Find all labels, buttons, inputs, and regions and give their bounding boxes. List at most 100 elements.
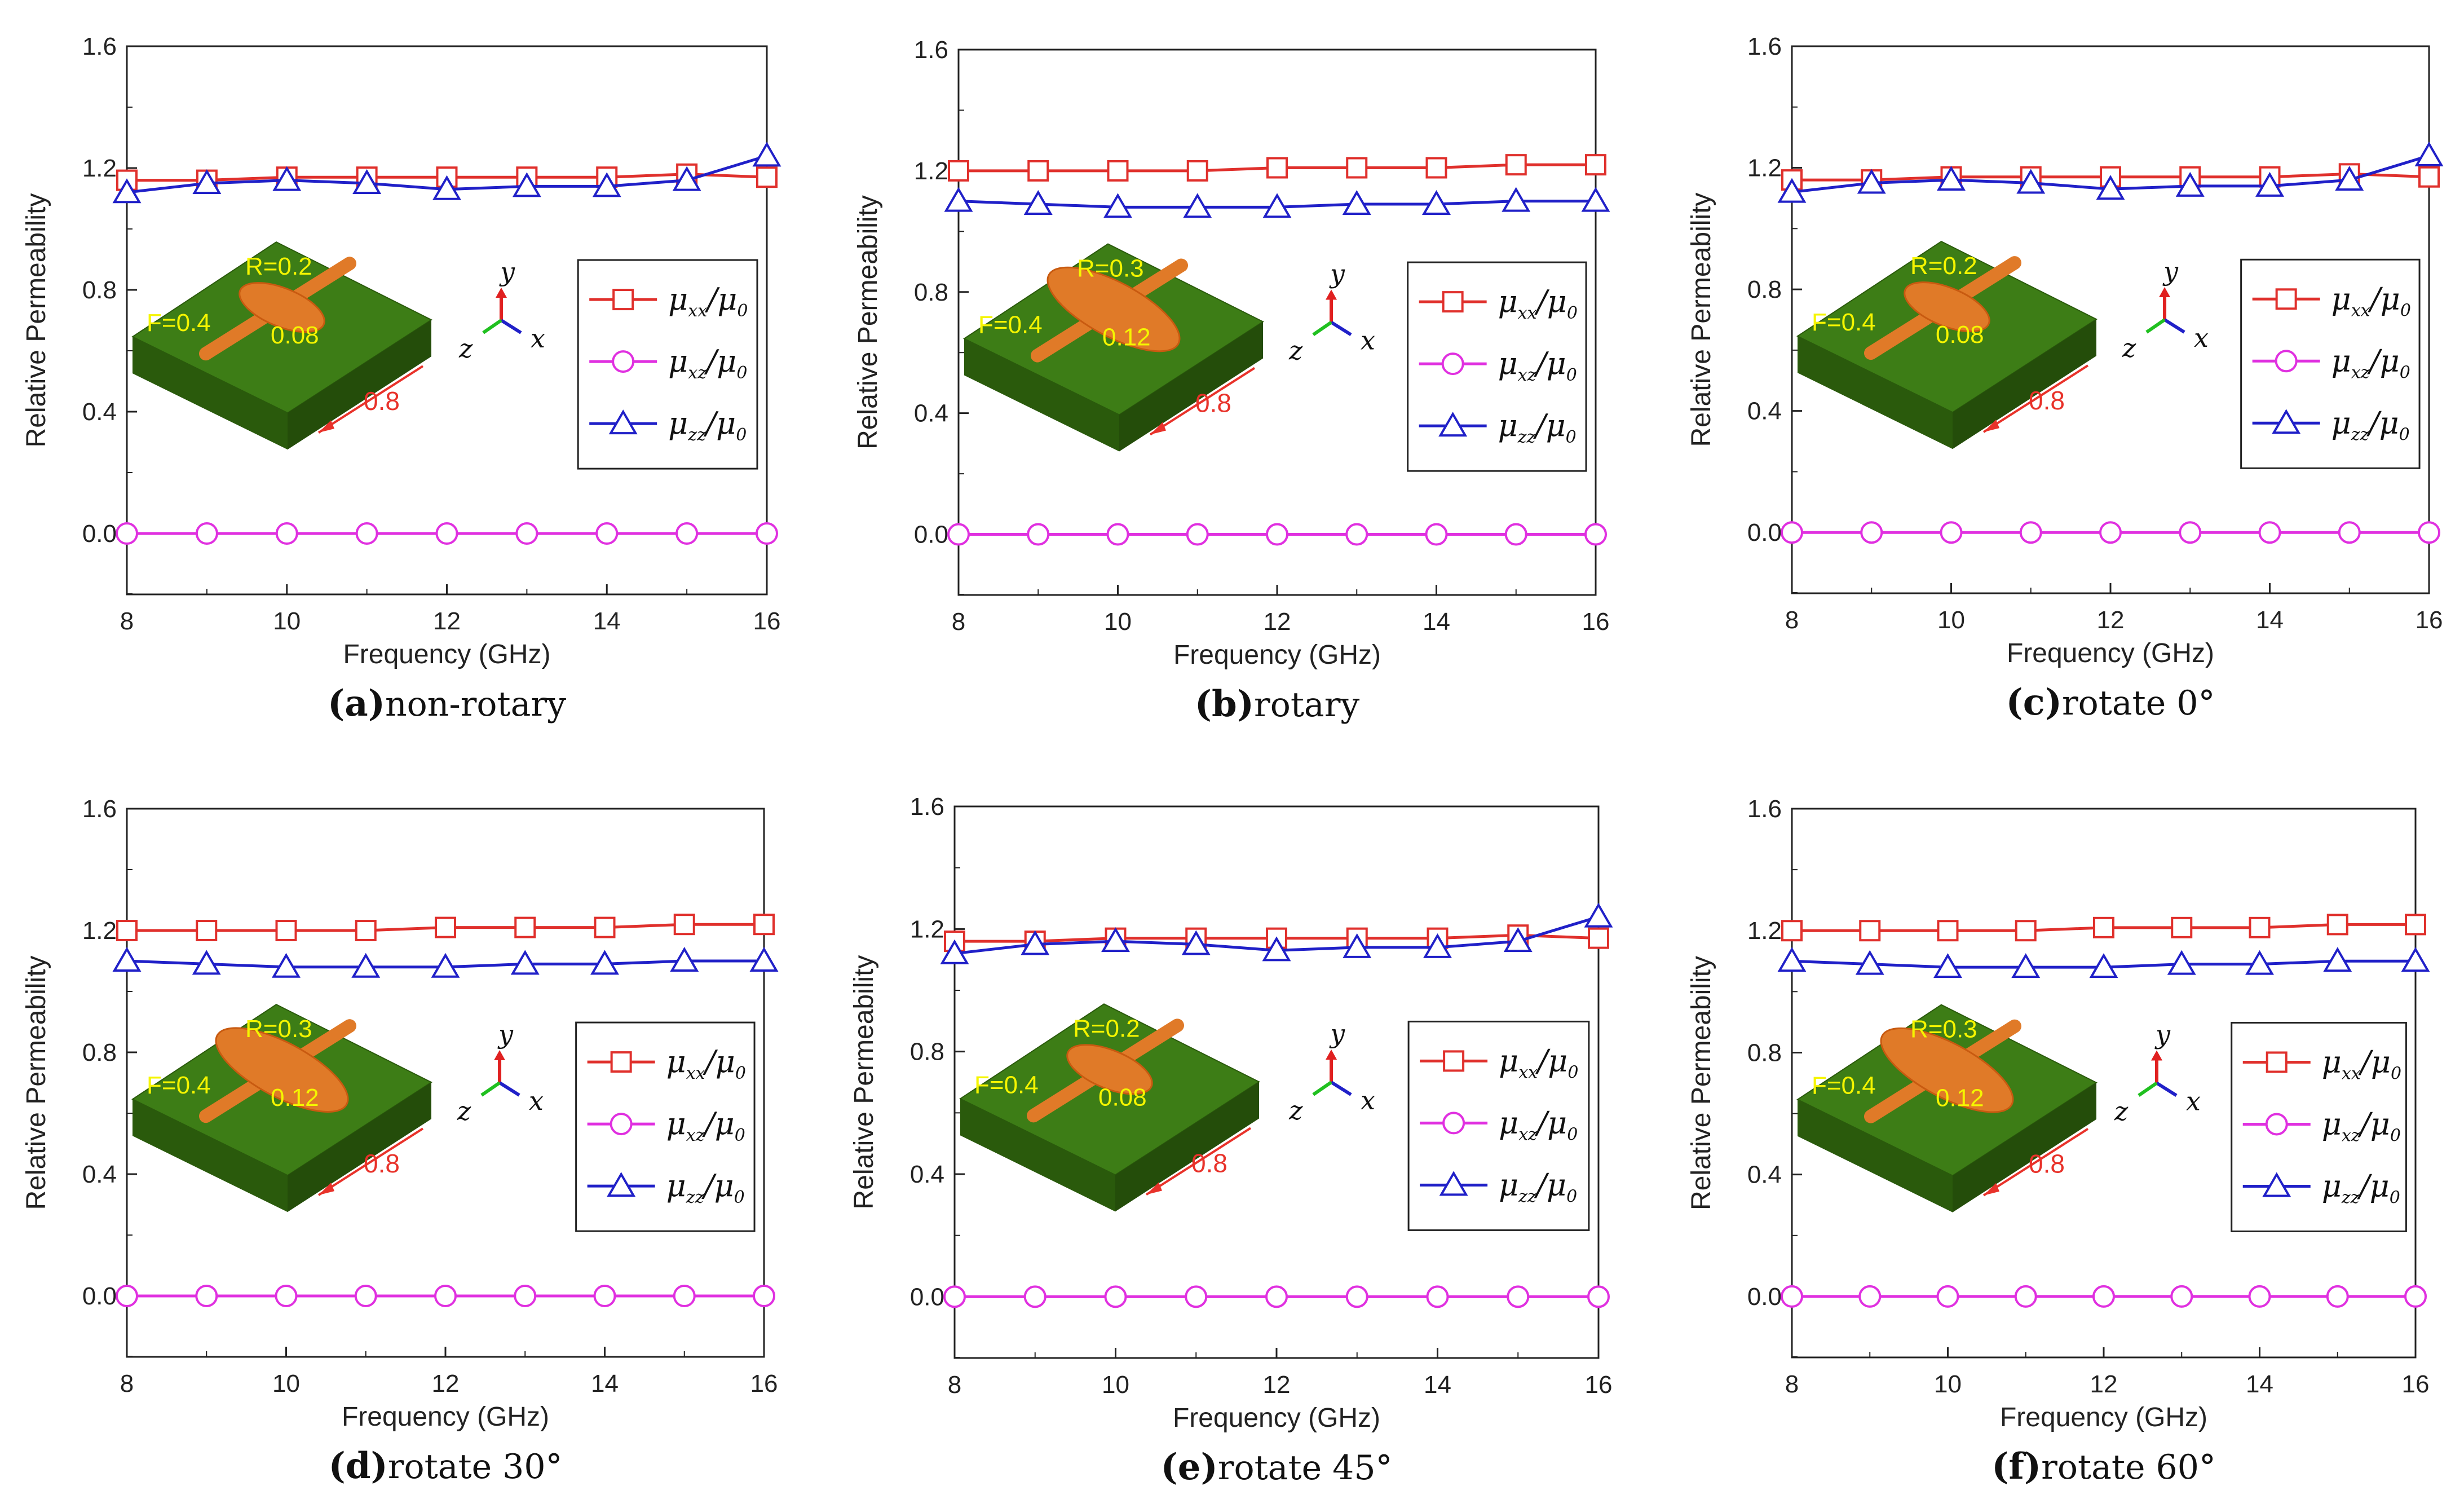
substrate-right-face <box>1953 1082 2096 1212</box>
data-point-zz <box>672 166 701 191</box>
y-tick-label: 1.2 <box>914 157 948 185</box>
y-axis-arrowhead <box>1326 289 1337 300</box>
axes-triad: y x z <box>1288 259 1375 366</box>
x-axis-label: Frequency (GHz) <box>342 1402 549 1432</box>
x-axis-arrow <box>498 1081 520 1097</box>
data-point-xx <box>594 916 616 938</box>
data-point-zz <box>431 953 460 978</box>
y-tick-label: 0.4 <box>1747 1161 1782 1189</box>
panel-caption: (f)rotate 60° <box>1991 1445 2216 1486</box>
substrate-right-face <box>1953 319 2096 449</box>
data-point-zz <box>512 172 541 197</box>
data-point-zz <box>2175 171 2205 197</box>
data-point-zz <box>192 950 221 975</box>
panel-caption: (b)rotary <box>1195 683 1360 725</box>
data-point-xz <box>1860 521 1883 544</box>
x-tick-label: 14 <box>1423 608 1450 636</box>
data-point-zz <box>670 947 699 972</box>
data-point-xz <box>354 1285 377 1307</box>
data-point-zz <box>2323 947 2352 972</box>
data-point-xx <box>2171 916 2193 938</box>
inset-width-label: 0.12 <box>271 1084 319 1112</box>
x-axis-arrow <box>2156 1081 2178 1097</box>
z-axis-arrow <box>482 319 502 334</box>
data-point-zz <box>272 166 302 191</box>
legend: μxx/μ0 μxz/μ0 μzz/μ0 <box>2231 1021 2407 1232</box>
inset-f-label: F=0.4 <box>978 311 1043 339</box>
z-axis-arrow <box>480 1081 501 1097</box>
substrate-right-face <box>1115 1082 1259 1212</box>
legend-label-zz: μzz/μ0 <box>2331 405 2410 444</box>
x-tick-label: 16 <box>2416 606 2443 634</box>
x-axis-label: Frequency (GHz) <box>2007 638 2214 668</box>
legend-marker-zz <box>2262 1172 2291 1197</box>
x-tick-label: 8 <box>948 1371 961 1399</box>
data-point-zz <box>432 175 461 200</box>
loop-disc <box>239 282 325 333</box>
y-tick-label: 1.6 <box>1747 795 1782 823</box>
data-point-xz <box>116 522 138 545</box>
inset-radius-label: R=0.3 <box>1077 255 1144 283</box>
legend-marker-zz <box>1439 1171 1468 1196</box>
axes-triad: y x z <box>1288 1018 1375 1126</box>
y-tick-label: 1.2 <box>82 917 117 945</box>
x-tick-label: 8 <box>120 1370 134 1397</box>
legend-box <box>1407 261 1587 472</box>
data-point-xz <box>1345 1285 1368 1308</box>
data-point-xz <box>1027 523 1050 546</box>
y-axis-arrowhead <box>494 1050 506 1060</box>
inset-radius-label: R=0.2 <box>245 253 312 280</box>
legend-label-xz: μxz/μ0 <box>2322 1106 2401 1145</box>
substrate-right-face <box>1119 321 1263 452</box>
legend-marker-xx <box>612 289 634 311</box>
legend-marker-zz <box>607 1172 636 1197</box>
z-axis-letter: z <box>1288 1095 1303 1126</box>
legend-marker-xx <box>1442 291 1464 313</box>
x-tick-label: 10 <box>272 1370 300 1397</box>
data-point-xz <box>593 1285 616 1307</box>
x-axis-letter: x <box>529 1086 544 1116</box>
y-tick-label: 1.6 <box>82 795 117 823</box>
data-point-xx <box>2015 920 2037 942</box>
y-tick-label: 0.0 <box>910 1283 944 1311</box>
y-axis-arrowhead <box>2159 287 2171 297</box>
y-axis-letter: y <box>1329 1018 1345 1049</box>
data-point-xz <box>1186 523 1209 546</box>
data-point-xz <box>943 1285 966 1308</box>
data-point-xz <box>275 1285 298 1307</box>
data-point-xz <box>1426 1285 1449 1308</box>
data-point-xz <box>1265 1285 1288 1308</box>
legend-marker-xx <box>2275 288 2297 310</box>
data-point-xx <box>1505 154 1527 176</box>
x-axis-arrow <box>2163 318 2185 334</box>
y-tick-label: 0.4 <box>82 398 117 426</box>
data-point-xx <box>2249 916 2271 938</box>
inset-width-label: 0.08 <box>1936 321 1984 349</box>
data-point-zz <box>1581 187 1610 212</box>
y-tick-label: 0.4 <box>914 400 948 427</box>
x-tick-label: 12 <box>432 1370 460 1397</box>
legend-marker-zz <box>2272 409 2301 434</box>
data-point-xx <box>196 920 218 941</box>
x-tick-label: 8 <box>1785 1370 1799 1398</box>
panel-caption: (d)rotate 30° <box>328 1445 562 1486</box>
legend-label-xx: μxx/μ0 <box>668 281 748 321</box>
dimension-arrow <box>1982 364 2089 433</box>
legend-label-xx: μxx/μ0 <box>2322 1044 2401 1083</box>
y-axis-arrowhead <box>1326 1050 1337 1060</box>
legend-box <box>1407 1020 1590 1231</box>
z-axis-arrow <box>2138 1082 2158 1097</box>
legend-box <box>577 259 758 470</box>
y-tick-label: 1.6 <box>914 36 948 64</box>
x-axis-arrow <box>1330 1081 1352 1096</box>
data-point-zz <box>1503 927 1533 953</box>
data-point-xz <box>1266 523 1288 546</box>
data-point-xx <box>753 914 775 936</box>
data-point-xz <box>2418 521 2440 544</box>
axes-triad: y x z <box>457 1019 544 1126</box>
dimension-arrow <box>317 365 424 434</box>
legend: μxx/μ0 μxz/μ0 μzz/μ0 <box>575 1021 756 1232</box>
data-point-xz <box>355 522 378 545</box>
data-point-xz <box>2248 1285 2271 1308</box>
legend: μxx/μ0 μxz/μ0 μzz/μ0 <box>577 259 758 470</box>
